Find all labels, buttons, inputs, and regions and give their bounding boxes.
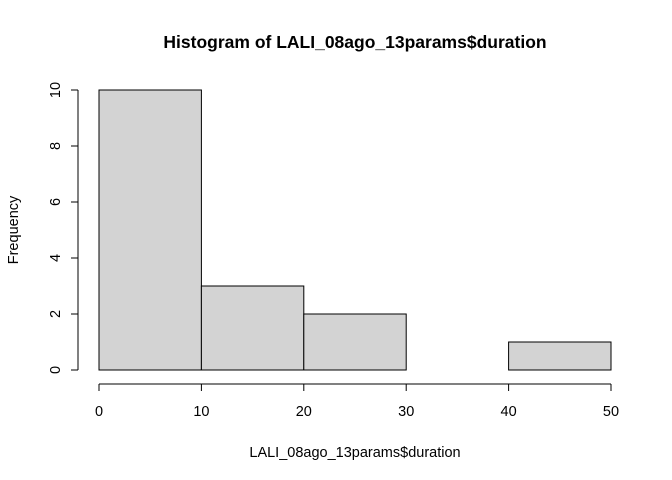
- histogram-bar-1: [200, 285, 305, 371]
- y-axis-label: Frequency: [6, 195, 22, 264]
- x-tick-label-3: 30: [398, 404, 414, 420]
- x-tick-label-5: 50: [603, 404, 619, 420]
- x-tick-label-4: 40: [501, 404, 517, 420]
- histogram-bar-0: [98, 89, 202, 371]
- x-tick-label-0: 0: [95, 404, 103, 420]
- y-tick-label-1: 2: [48, 310, 64, 318]
- histogram-bar-4: [508, 341, 612, 371]
- histogram-bars: [98, 89, 612, 371]
- x-axis-label: LALI_08ago_13params$duration: [249, 445, 460, 461]
- y-tick-label-4: 8: [48, 142, 64, 150]
- y-tick-label-5: 10: [48, 82, 64, 98]
- histogram-bar-2: [303, 313, 407, 371]
- x-axis: 0 10 20 30 40 50: [95, 383, 619, 420]
- y-tick-label-3: 6: [48, 198, 64, 206]
- y-tick-label-0: 0: [48, 366, 64, 374]
- y-axis: 0 2 4 6 8 10: [48, 82, 79, 374]
- x-tick-label-1: 10: [193, 404, 209, 420]
- chart-title: Histogram of LALI_08ago_13params$duratio…: [163, 32, 546, 52]
- x-tick-label-2: 20: [296, 404, 312, 420]
- y-tick-label-2: 4: [48, 254, 64, 262]
